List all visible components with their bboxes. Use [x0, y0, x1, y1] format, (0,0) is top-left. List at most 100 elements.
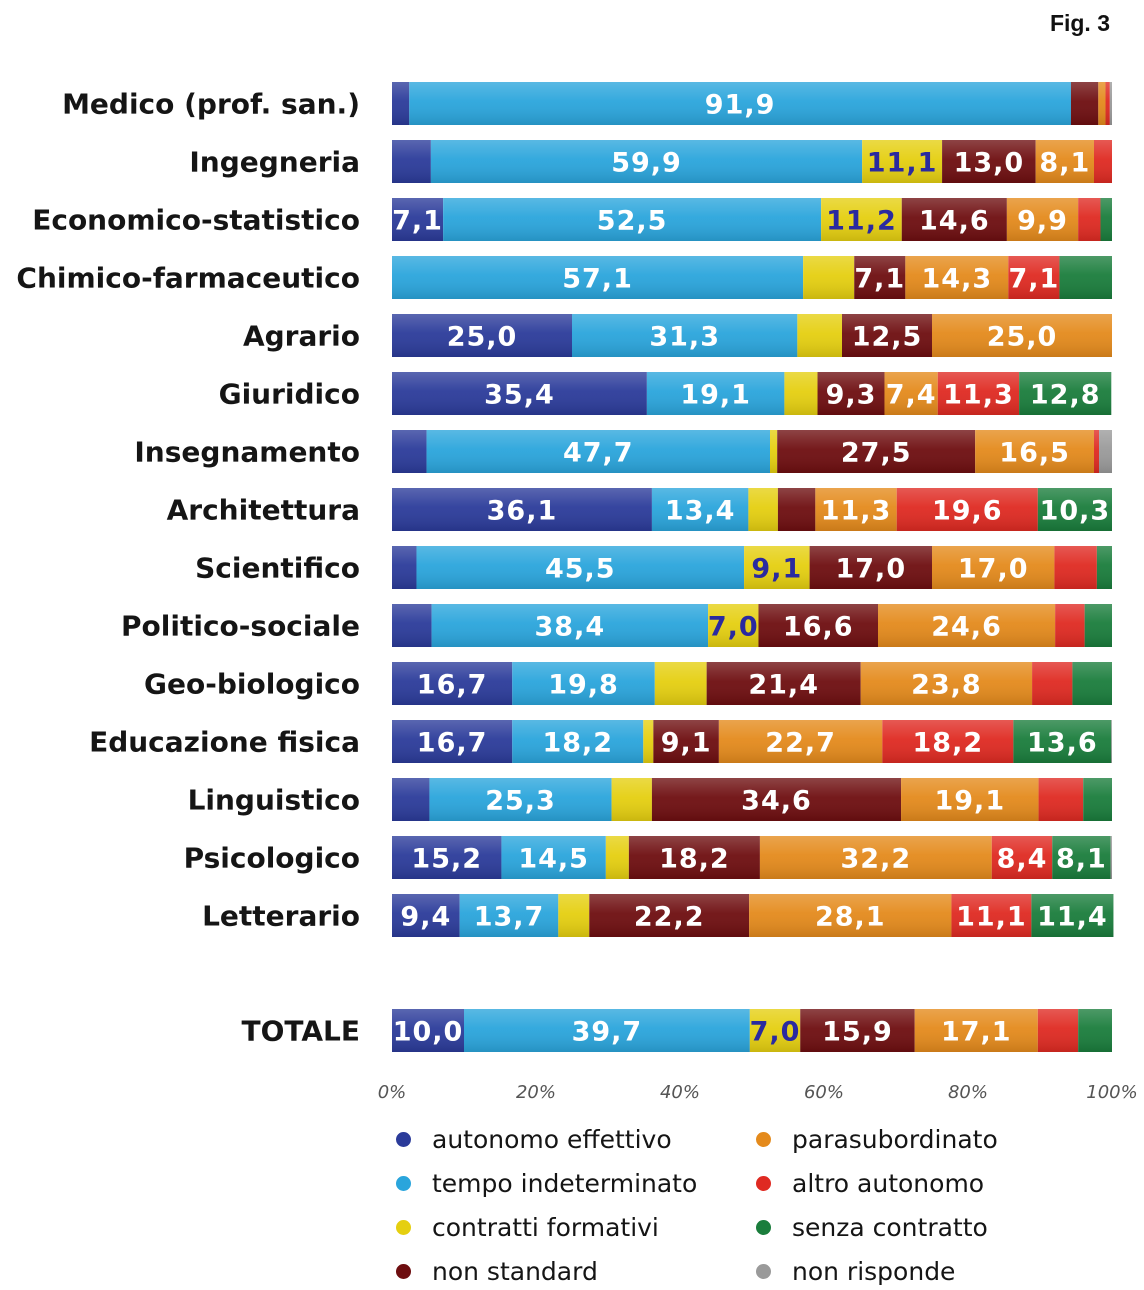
bar-sheen	[392, 372, 1112, 415]
data-label: 11,2	[826, 206, 897, 237]
category-label: Medico (prof. san.)	[62, 88, 360, 121]
category-label: Linguistico	[188, 784, 360, 817]
bar-sheen	[392, 256, 1112, 299]
data-label: 32,2	[841, 844, 912, 875]
legend-swatch	[756, 1175, 771, 1191]
legend-item: non risponde	[750, 1252, 1090, 1290]
data-label: 19,1	[934, 786, 1005, 817]
data-label: 7,1	[392, 206, 443, 237]
data-label: 57,1	[562, 264, 633, 295]
data-label: 8,4	[997, 844, 1048, 875]
legend-label: senza contratto	[792, 1212, 988, 1242]
data-label: 13,6	[1027, 728, 1098, 759]
data-label: 18,2	[913, 728, 984, 759]
category-label: Ingegneria	[189, 146, 360, 179]
legend-swatch	[756, 1131, 771, 1147]
data-label: 19,6	[932, 496, 1003, 527]
legend-item: tempo indeterminato	[390, 1164, 750, 1202]
data-label: 16,7	[417, 670, 488, 701]
category-label: Chimico-farmaceutico	[16, 262, 360, 295]
data-label: 9,9	[1017, 206, 1068, 237]
data-label: 45,5	[545, 554, 616, 585]
data-label: 22,7	[765, 728, 836, 759]
data-label: 13,4	[665, 496, 736, 527]
data-label: 9,3	[826, 380, 877, 411]
bar-sheen	[392, 604, 1112, 647]
bar-sheen	[392, 430, 1112, 473]
legend-label: non risponde	[792, 1256, 956, 1286]
bar-sheen	[392, 314, 1112, 357]
data-label: 8,1	[1039, 148, 1090, 179]
bar-sheen	[392, 836, 1112, 879]
data-label: 10,3	[1040, 496, 1111, 527]
data-label: 21,4	[748, 670, 819, 701]
legend-swatch	[396, 1175, 411, 1191]
data-label: 10,0	[393, 1017, 464, 1048]
category-label: Insegnamento	[134, 436, 360, 469]
data-label: 25,0	[447, 322, 518, 353]
category-label: Architettura	[167, 494, 360, 527]
bar-sheen	[392, 662, 1112, 705]
data-label: 24,6	[931, 612, 1002, 643]
data-label: 9,1	[751, 554, 802, 585]
data-label: 8,1	[1056, 844, 1107, 875]
data-label: 36,1	[487, 496, 558, 527]
category-label: Giuridico	[219, 378, 360, 411]
stacked-bar-chart: Medico (prof. san.) 91,9 Ingegneria 59,9 11,…	[16, 82, 1138, 1103]
legend-label: tempo indeterminato	[432, 1168, 698, 1198]
bar-sheen	[392, 720, 1112, 763]
category-label: Economico-statistico	[32, 204, 360, 237]
data-label: 9,1	[661, 728, 712, 759]
category-label: Letterario	[202, 900, 360, 933]
x-tick-label: 20%	[516, 1082, 556, 1103]
data-label: 18,2	[659, 844, 730, 875]
data-label: 14,6	[919, 206, 990, 237]
category-label: TOTALE	[242, 1015, 360, 1048]
bar-sheen	[392, 488, 1112, 531]
x-tick-label: 40%	[660, 1082, 700, 1103]
data-label: 38,4	[535, 612, 606, 643]
legend-label: autonomo effettivo	[432, 1124, 672, 1154]
data-label: 9,4	[400, 902, 451, 933]
legend-item: contratti formativi	[390, 1208, 750, 1246]
bar-sheen	[392, 140, 1112, 183]
legend-label: altro autonomo	[792, 1168, 985, 1198]
x-tick-label: 100%	[1086, 1082, 1137, 1103]
data-label: 16,6	[783, 612, 854, 643]
legend-label: non standard	[432, 1256, 598, 1286]
category-label: Educazione fisica	[89, 726, 360, 759]
data-label: 7,0	[708, 612, 759, 643]
category-label: Politico-sociale	[121, 610, 360, 643]
legend-swatch	[396, 1263, 411, 1279]
legend-item: parasubordinato	[750, 1120, 1090, 1158]
data-label: 47,7	[563, 438, 634, 469]
data-label: 23,8	[911, 670, 982, 701]
data-label: 12,5	[852, 322, 923, 353]
data-label: 14,3	[922, 264, 993, 295]
data-label: 17,1	[941, 1017, 1012, 1048]
data-label: 14,5	[518, 844, 589, 875]
legend-swatch	[756, 1263, 771, 1279]
data-label: 17,0	[835, 554, 906, 585]
x-tick-label: 60%	[804, 1082, 844, 1103]
data-label: 7,4	[886, 380, 937, 411]
chart-legend: autonomo effettivo parasubordinato tempo i…	[390, 1120, 1090, 1290]
data-label: 11,1	[867, 148, 938, 179]
bar-sheen	[392, 546, 1112, 589]
data-label: 11,3	[821, 496, 892, 527]
data-label: 13,0	[954, 148, 1025, 179]
data-label: 27,5	[841, 438, 912, 469]
data-label: 91,9	[705, 90, 776, 121]
data-label: 13,7	[474, 902, 545, 933]
data-label: 18,2	[542, 728, 613, 759]
data-label: 22,2	[634, 902, 705, 933]
data-label: 19,1	[680, 380, 751, 411]
data-label: 12,8	[1030, 380, 1101, 411]
data-label: 25,0	[987, 322, 1058, 353]
bar-sheen	[392, 82, 1112, 125]
data-label: 11,1	[956, 902, 1027, 933]
data-label: 11,3	[943, 380, 1014, 411]
legend-item: senza contratto	[750, 1208, 1090, 1246]
legend-swatch	[396, 1219, 411, 1235]
data-label: 7,1	[854, 264, 905, 295]
